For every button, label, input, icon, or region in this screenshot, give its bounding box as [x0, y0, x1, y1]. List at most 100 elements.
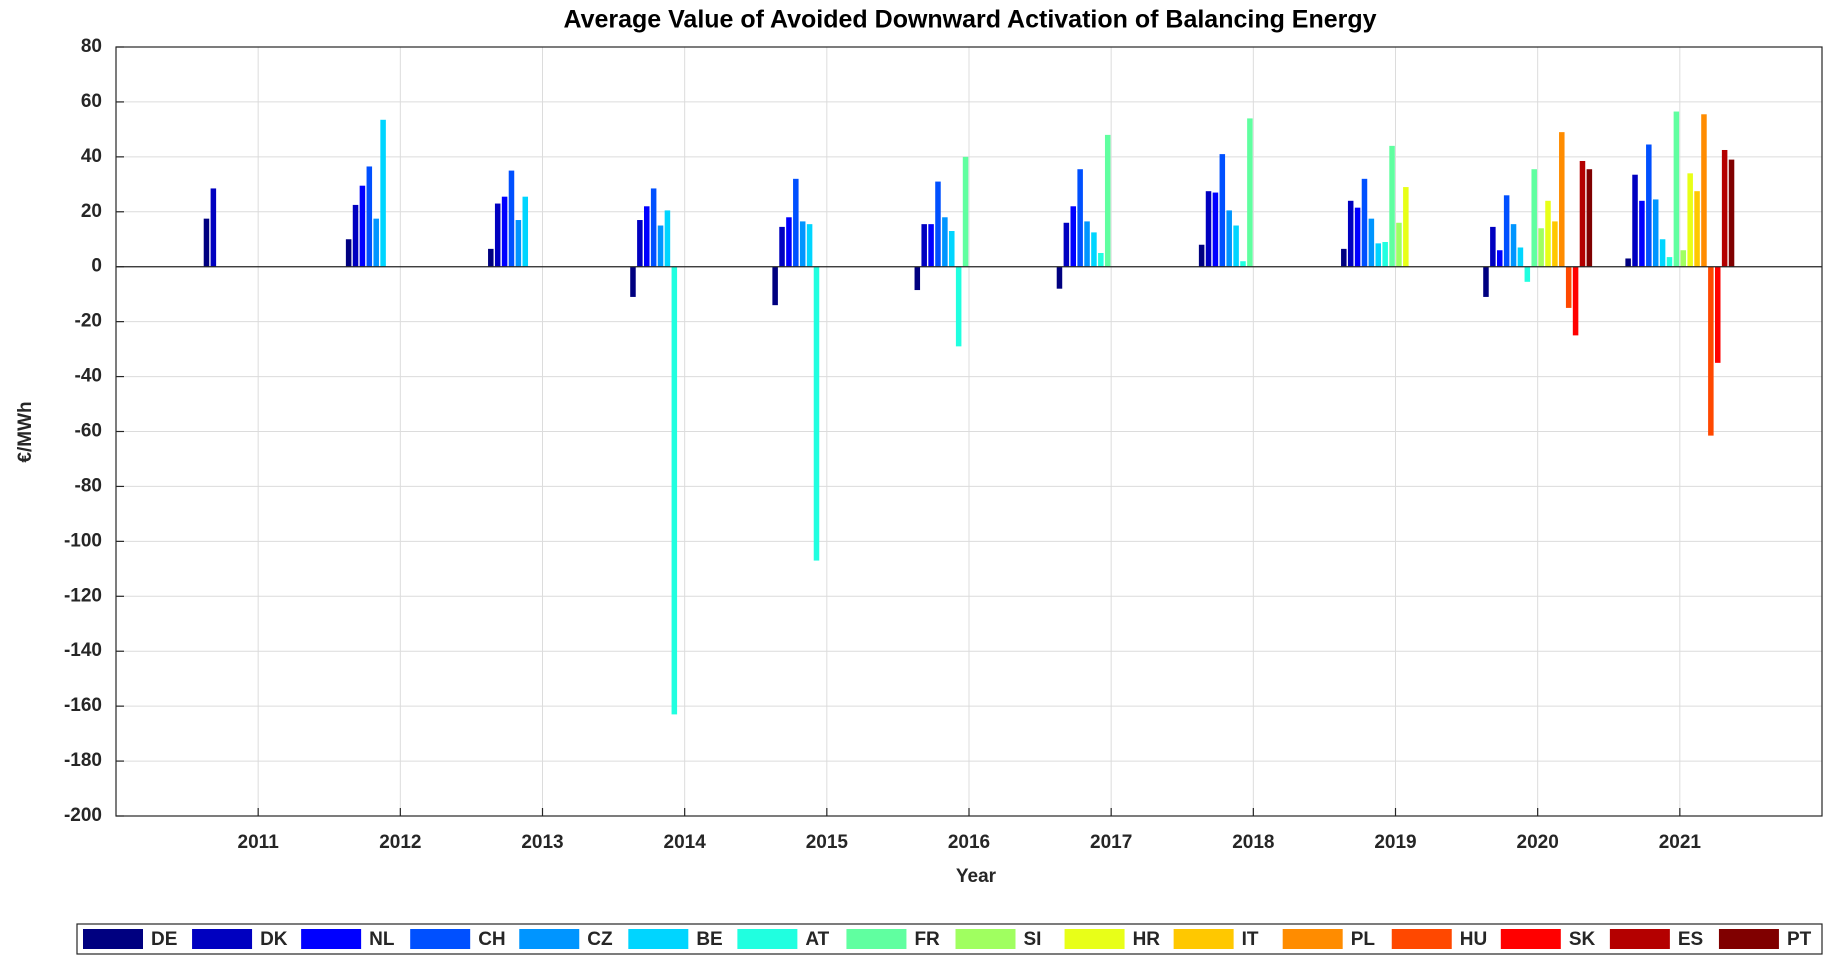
bar: [1219, 154, 1226, 267]
legend-label: FR: [914, 929, 940, 950]
chart-title: Average Value of Avoided Downward Activa…: [563, 6, 1376, 34]
x-tick-label: 2020: [1517, 832, 1559, 853]
bar: [1565, 266, 1572, 308]
bar: [1205, 191, 1212, 267]
bar: [657, 225, 664, 267]
legend-swatch: [1718, 929, 1779, 949]
legend-swatch: [1500, 929, 1561, 949]
bar: [806, 224, 813, 267]
y-tick-label: 40: [81, 146, 102, 167]
bar: [1341, 248, 1347, 267]
bar: [1347, 200, 1354, 267]
legend-label: PT: [1787, 929, 1812, 950]
legend-label: PL: [1351, 929, 1376, 950]
x-tick-label: 2013: [521, 832, 563, 853]
bar: [1070, 206, 1077, 267]
bar: [637, 220, 643, 267]
legend-label: SI: [1024, 929, 1042, 950]
bar: [942, 217, 948, 267]
x-tick-label: 2018: [1232, 832, 1274, 853]
bar: [1714, 266, 1721, 363]
bar: [664, 210, 671, 267]
bar: [1701, 114, 1707, 267]
y-axis-label: €/MWh: [15, 401, 36, 462]
bar: [1652, 199, 1659, 267]
legend-swatch: [1282, 929, 1343, 949]
plot-frame: [115, 46, 1823, 817]
bar: [643, 206, 650, 267]
bar: [1721, 149, 1728, 267]
bar: [1104, 134, 1111, 267]
bar: [1625, 258, 1631, 267]
legend-swatch: [192, 929, 253, 949]
legend-swatch: [628, 929, 689, 949]
bar: [630, 266, 636, 297]
bar: [1226, 210, 1232, 267]
y-tick-label: 20: [81, 201, 102, 222]
bar: [366, 166, 373, 267]
legend-label: DK: [260, 929, 288, 950]
legend-swatch: [737, 929, 798, 949]
bar: [955, 266, 962, 347]
bar: [1233, 225, 1239, 267]
bar: [772, 266, 778, 306]
bar: [352, 204, 359, 267]
x-tick-label: 2021: [1659, 832, 1702, 853]
bar: [1552, 221, 1558, 267]
x-tick-label: 2019: [1374, 832, 1416, 853]
y-tick-label: -80: [75, 475, 102, 496]
legend-swatch: [1173, 929, 1234, 949]
x-tick-label: 2012: [379, 832, 421, 853]
bar: [928, 224, 934, 267]
bar: [501, 196, 508, 267]
bar: [1673, 111, 1680, 267]
bar: [515, 220, 522, 267]
bar: [1538, 228, 1544, 267]
bar: [935, 181, 941, 267]
bar: [1490, 226, 1496, 267]
bar: [1368, 218, 1375, 267]
bar: [1396, 222, 1402, 267]
bar: [345, 239, 352, 267]
x-axis-label: Year: [956, 866, 997, 887]
bar: [359, 185, 366, 267]
legend-label: BE: [696, 929, 722, 950]
bar: [1646, 144, 1652, 267]
bar: [1666, 257, 1673, 267]
bar: [1579, 160, 1586, 267]
legend-swatch: [1391, 929, 1452, 949]
legend-label: IT: [1242, 929, 1259, 950]
bar: [1632, 174, 1638, 267]
bar: [650, 188, 657, 267]
bar: [1403, 187, 1409, 267]
legend-swatch: [519, 929, 580, 949]
bar: [1572, 266, 1579, 336]
y-tick-label: 60: [81, 91, 102, 112]
bar: [1559, 132, 1565, 267]
bar: [1354, 207, 1361, 267]
bar: [779, 226, 785, 267]
y-tick-label: -160: [64, 695, 102, 716]
bar: [522, 196, 529, 267]
legend-swatch: [1064, 929, 1125, 949]
x-tick-label: 2014: [664, 832, 707, 853]
bar: [210, 188, 217, 267]
legend-label: ES: [1678, 929, 1703, 950]
bar: [813, 266, 820, 561]
legend-swatch: [955, 929, 1016, 949]
bar: [1639, 200, 1645, 267]
bar: [1496, 250, 1503, 267]
bar: [373, 218, 379, 267]
bar: [1531, 169, 1537, 267]
bar: [1084, 221, 1090, 267]
bar: [1077, 169, 1083, 267]
bar: [1382, 241, 1388, 267]
bar: [1375, 243, 1382, 267]
y-tick-label: -140: [64, 640, 102, 661]
bar: [921, 224, 927, 267]
legend-label: HR: [1133, 929, 1161, 950]
legend-box: [76, 923, 1823, 955]
legend-label: CH: [478, 929, 505, 950]
bar: [1708, 266, 1714, 436]
